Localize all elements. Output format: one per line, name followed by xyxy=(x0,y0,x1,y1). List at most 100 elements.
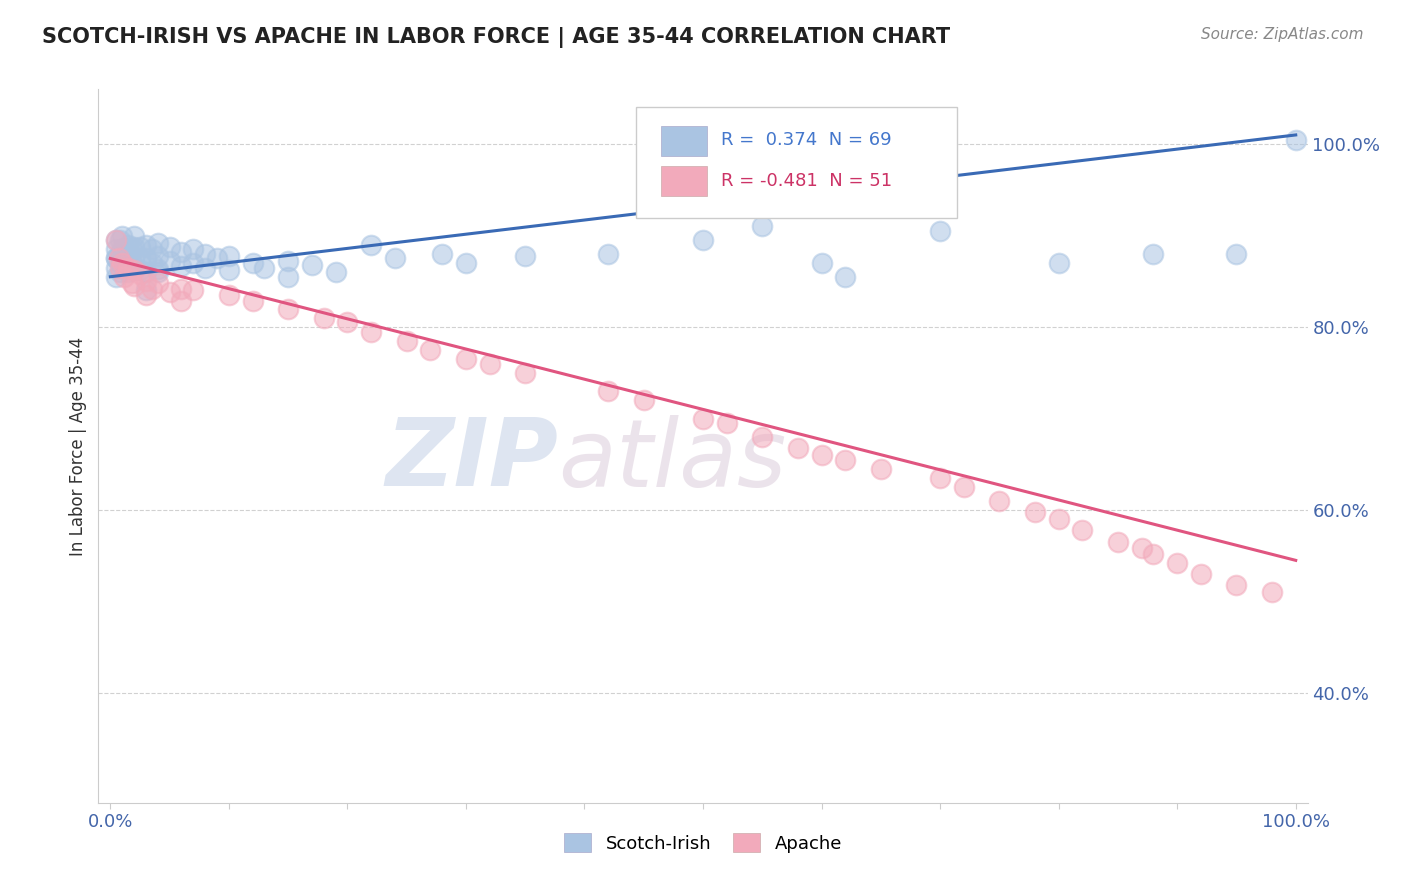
Point xyxy=(117,265,139,279)
Point xyxy=(121,276,143,290)
Point xyxy=(301,258,323,272)
Point xyxy=(988,494,1011,508)
Point xyxy=(129,263,152,277)
Point xyxy=(111,242,134,256)
Point xyxy=(117,237,139,252)
Point xyxy=(929,471,952,485)
Point xyxy=(242,294,264,309)
Point xyxy=(181,242,204,256)
Point xyxy=(1261,585,1284,599)
Point xyxy=(111,256,134,270)
Point xyxy=(1142,547,1164,561)
Point xyxy=(159,254,181,268)
Point xyxy=(1071,523,1094,537)
Point xyxy=(146,235,169,250)
Point xyxy=(478,357,501,371)
Point xyxy=(1142,247,1164,261)
Point xyxy=(105,260,128,275)
Point xyxy=(108,233,131,247)
Point xyxy=(146,276,169,290)
Point xyxy=(170,245,193,260)
Point xyxy=(117,260,139,275)
Point xyxy=(810,448,832,462)
Point xyxy=(810,256,832,270)
Point xyxy=(312,310,335,325)
Point xyxy=(105,242,128,256)
Point xyxy=(692,411,714,425)
Point xyxy=(360,325,382,339)
Point xyxy=(105,233,128,247)
Point xyxy=(141,256,163,270)
Point xyxy=(218,263,240,277)
Point xyxy=(122,279,145,293)
Point xyxy=(1130,541,1153,556)
FancyBboxPatch shape xyxy=(661,126,707,155)
Point xyxy=(111,256,134,270)
Point xyxy=(384,252,406,266)
Point xyxy=(1047,256,1070,270)
Point xyxy=(598,384,620,398)
Point xyxy=(135,265,157,279)
Point xyxy=(170,294,193,309)
Point xyxy=(751,219,773,234)
Point xyxy=(1225,247,1247,261)
Point xyxy=(129,252,152,266)
Point xyxy=(1047,512,1070,526)
Point xyxy=(121,256,143,270)
Point xyxy=(170,259,193,273)
Point xyxy=(108,256,131,270)
Point xyxy=(135,252,157,266)
Point xyxy=(146,249,169,263)
Point xyxy=(122,239,145,253)
Point xyxy=(515,366,537,380)
Text: Source: ZipAtlas.com: Source: ZipAtlas.com xyxy=(1201,27,1364,42)
Point xyxy=(129,267,152,281)
Point xyxy=(1225,578,1247,592)
Point xyxy=(1107,535,1129,549)
Point xyxy=(122,263,145,277)
Point xyxy=(598,247,620,261)
Legend: Scotch-Irish, Apache: Scotch-Irish, Apache xyxy=(555,824,851,862)
Point xyxy=(114,242,136,256)
Point xyxy=(105,269,128,284)
Point xyxy=(194,260,217,275)
Point xyxy=(432,247,454,261)
Point xyxy=(454,352,477,367)
Point xyxy=(107,252,129,266)
Point xyxy=(117,252,139,266)
Text: SCOTCH-IRISH VS APACHE IN LABOR FORCE | AGE 35-44 CORRELATION CHART: SCOTCH-IRISH VS APACHE IN LABOR FORCE | … xyxy=(42,27,950,48)
Point xyxy=(419,343,441,357)
Point xyxy=(129,239,152,253)
Point xyxy=(952,480,974,494)
Point xyxy=(146,261,169,276)
Point xyxy=(454,256,477,270)
Point xyxy=(121,242,143,256)
Point xyxy=(105,252,128,266)
Point xyxy=(122,263,145,277)
Point xyxy=(1285,132,1308,146)
Point xyxy=(170,282,193,296)
FancyBboxPatch shape xyxy=(637,107,957,218)
Point xyxy=(218,288,240,302)
Text: R =  0.374  N = 69: R = 0.374 N = 69 xyxy=(721,131,891,149)
Point xyxy=(336,316,359,330)
Point xyxy=(692,233,714,247)
Point xyxy=(114,269,136,284)
Point xyxy=(141,282,163,296)
Point xyxy=(929,224,952,238)
Point xyxy=(205,252,228,266)
Point xyxy=(135,284,157,298)
FancyBboxPatch shape xyxy=(661,166,707,196)
Point xyxy=(277,301,299,316)
Point xyxy=(786,441,808,455)
Point xyxy=(122,228,145,243)
Point xyxy=(108,265,131,279)
Point xyxy=(751,430,773,444)
Point xyxy=(515,249,537,263)
Text: ZIP: ZIP xyxy=(385,414,558,507)
Point xyxy=(146,265,169,279)
Point xyxy=(834,269,856,284)
Point xyxy=(277,269,299,284)
Point xyxy=(108,247,131,261)
Point xyxy=(105,233,128,247)
